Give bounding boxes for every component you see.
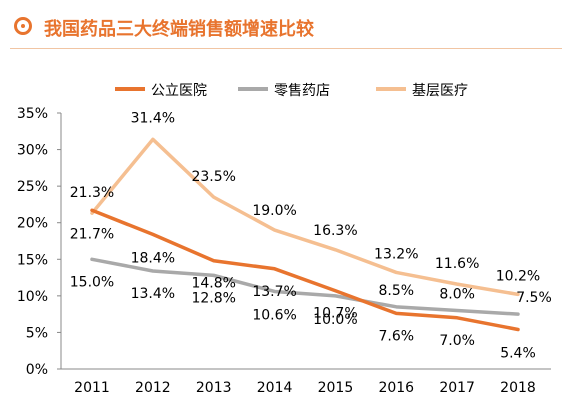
legend-label: 公立医院 <box>151 83 207 99</box>
data-label: 7.6% <box>378 328 414 344</box>
y-tick-label: 15% <box>17 252 48 268</box>
y-tick-label: 10% <box>17 289 48 305</box>
data-label: 5.4% <box>500 346 536 362</box>
data-label: 10.6% <box>252 307 296 323</box>
data-label: 13.7% <box>252 284 296 300</box>
data-label: 13.2% <box>374 246 418 262</box>
x-tick-label: 2017 <box>439 380 475 396</box>
x-tick-label: 2011 <box>74 380 110 396</box>
data-label: 18.4% <box>131 250 175 266</box>
data-label: 15.0% <box>70 274 114 290</box>
y-tick-label: 35% <box>17 106 48 122</box>
data-label: 8.0% <box>439 286 475 302</box>
data-label: 19.0% <box>252 203 296 219</box>
y-tick-label: 25% <box>17 179 48 195</box>
data-label: 21.7% <box>70 226 114 242</box>
data-label: 7.0% <box>439 333 475 349</box>
chart-title: 我国药品三大终端销售额增速比较 <box>44 19 314 40</box>
y-tick-label: 5% <box>26 325 48 341</box>
x-tick-label: 2012 <box>135 380 171 396</box>
x-tick-label: 2018 <box>500 380 536 396</box>
data-label: 16.3% <box>313 223 357 239</box>
data-label: 7.5% <box>516 290 552 306</box>
y-tick-label: 20% <box>17 216 48 232</box>
data-label: 10.2% <box>496 268 540 284</box>
target-circle-icon <box>14 17 32 35</box>
data-label: 12.8% <box>191 290 235 306</box>
data-label: 10.7% <box>313 306 357 322</box>
series-line <box>90 137 520 297</box>
data-label: 8.5% <box>378 283 414 299</box>
data-label: 14.8% <box>191 276 235 292</box>
series-line <box>90 208 520 332</box>
legend-label: 零售药店 <box>274 83 330 99</box>
x-tick-label: 2015 <box>318 380 354 396</box>
data-label: 31.4% <box>131 110 175 126</box>
x-tick-label: 2014 <box>257 380 293 396</box>
data-label: 21.3% <box>70 185 114 201</box>
data-label: 11.6% <box>435 256 479 272</box>
legend-label: 基层医疗 <box>412 82 468 99</box>
series-line <box>90 257 520 316</box>
y-tick-label: 30% <box>17 143 48 159</box>
data-label: 13.4% <box>131 286 175 302</box>
chart-header: 我国药品三大终端销售额增速比较 <box>0 0 566 56</box>
x-tick-label: 2016 <box>378 380 414 396</box>
data-label: 10.0% <box>313 312 357 328</box>
y-tick-label: 0% <box>26 362 48 378</box>
header-divider <box>10 48 562 49</box>
data-label: 23.5% <box>191 169 235 185</box>
x-tick-label: 2013 <box>196 380 232 396</box>
